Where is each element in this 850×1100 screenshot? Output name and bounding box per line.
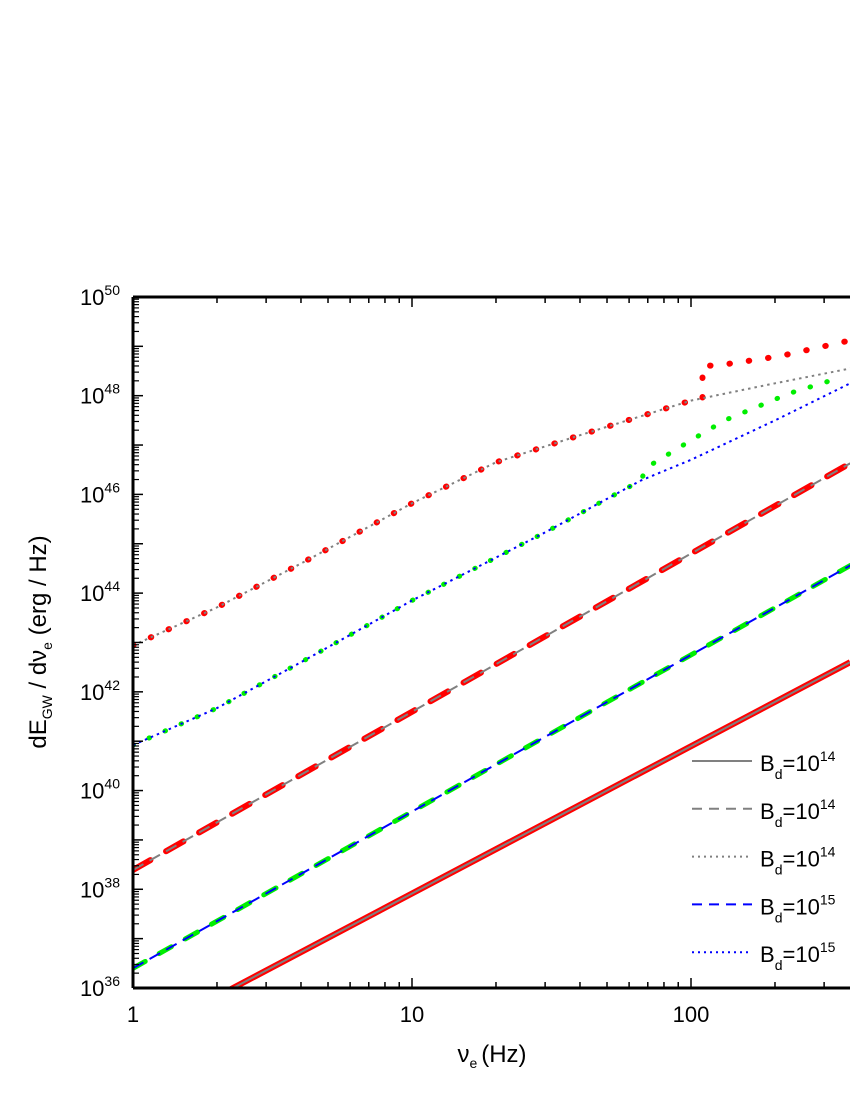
x-tick-label: 1 — [127, 1002, 139, 1027]
x-tick-label: 100 — [673, 1002, 710, 1027]
x-axis-title: νe (Hz) — [457, 1041, 526, 1071]
x-tick-label: 10 — [400, 1002, 424, 1027]
y-axis-title: dEGW / dνe (erg / Hz) — [25, 535, 55, 748]
y-tick-label: 1046 — [80, 479, 120, 507]
series-line-1 — [230, 661, 850, 988]
axes: 1 10 100 1036 1038 1040 1042 1044 1046 1048 1050 — [80, 282, 850, 1027]
y-tick-label: 1044 — [80, 578, 120, 606]
legend: Bd=1014 Bd=1014 Bd=1014 Bd=1015 Bd=1015 — [692, 748, 836, 973]
series-line-7 — [133, 564, 850, 970]
legend-label: Bd=1014 — [760, 748, 836, 782]
y-tick-label: 1036 — [80, 973, 120, 1001]
legend-label: Bd=1014 — [760, 796, 836, 830]
y-tick-label: 1042 — [80, 677, 120, 705]
series-line-5 — [133, 367, 850, 647]
series-line-4 — [133, 337, 850, 649]
y-tick-label: 1040 — [80, 776, 120, 804]
series-line-9 — [133, 382, 850, 747]
legend-label: Bd=1014 — [760, 844, 836, 878]
y-tick-label: 1038 — [80, 874, 120, 902]
series-layer — [133, 337, 850, 988]
legend-label: Bd=1015 — [760, 891, 836, 925]
y-tick-label: 1050 — [80, 282, 120, 310]
series-line-8 — [133, 374, 844, 748]
legend-label: Bd=1015 — [760, 939, 836, 973]
y-tick-label: 1048 — [80, 381, 120, 409]
series-line-3 — [133, 462, 850, 871]
